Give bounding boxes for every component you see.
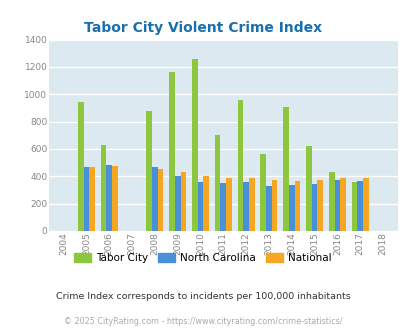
Bar [356, 181, 362, 231]
Bar [203, 176, 209, 231]
Bar [151, 167, 157, 231]
Bar [294, 181, 300, 231]
Bar [339, 178, 345, 231]
Bar [169, 72, 175, 231]
Bar [248, 178, 254, 231]
Bar [317, 180, 322, 231]
Bar [305, 146, 311, 231]
Bar [260, 154, 265, 231]
Bar [214, 135, 220, 231]
Bar [180, 172, 186, 231]
Bar [265, 186, 271, 231]
Text: © 2025 CityRating.com - https://www.cityrating.com/crime-statistics/: © 2025 CityRating.com - https://www.city… [64, 317, 341, 326]
Bar [89, 167, 95, 231]
Bar [328, 172, 334, 231]
Bar [334, 181, 339, 231]
Bar [283, 107, 288, 231]
Bar [311, 184, 317, 231]
Bar [220, 183, 226, 231]
Bar [78, 102, 83, 231]
Bar [175, 176, 180, 231]
Bar [288, 185, 294, 231]
Bar [226, 178, 231, 231]
Bar [100, 145, 106, 231]
Bar [351, 182, 356, 231]
Bar [146, 112, 151, 231]
Bar [271, 181, 277, 231]
Bar [237, 100, 243, 231]
Bar [362, 178, 368, 231]
Text: Tabor City Violent Crime Index: Tabor City Violent Crime Index [84, 21, 321, 35]
Bar [157, 169, 163, 231]
Bar [106, 165, 112, 231]
Bar [243, 182, 248, 231]
Text: Crime Index corresponds to incidents per 100,000 inhabitants: Crime Index corresponds to incidents per… [55, 292, 350, 301]
Bar [112, 166, 117, 231]
Bar [192, 59, 197, 231]
Bar [83, 167, 89, 231]
Legend: Tabor City, North Carolina, National: Tabor City, North Carolina, National [70, 249, 335, 267]
Bar [197, 182, 203, 231]
